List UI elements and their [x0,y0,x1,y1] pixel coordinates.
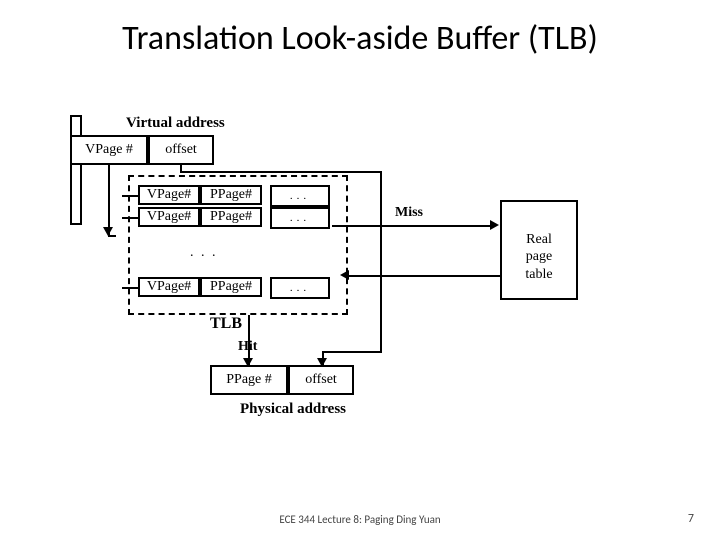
tlb-row-ppage: PPage# [200,277,262,297]
page-number: 7 [688,512,694,526]
tlb-vdots: . . . [190,245,218,261]
physical-address-heading: Physical address [240,401,346,418]
line [322,351,382,353]
slide-footer: ECE 344 Lecture 8: Paging Ding Yuan [0,513,720,526]
line [122,287,138,289]
pa-offset-box: offset [288,365,354,395]
virtual-address-heading: Virtual address [126,115,225,132]
slide-title: Translation Look-aside Buffer (TLB) [0,18,720,59]
tlb-row-vpage: VPage# [138,185,200,205]
pt-line2: page [526,249,552,264]
tlb-row-extra: ... [270,207,330,229]
tlb-row-ppage: PPage# [200,207,262,227]
pa-ppage-box: PPage # [210,365,288,395]
arrow-down-icon [103,227,113,236]
miss-label: Miss [395,205,423,221]
line [348,275,500,277]
tlb-row-vpage: VPage# [138,207,200,227]
tlb-row-vpage: VPage# [138,277,200,297]
line [122,195,138,197]
hit-label: Hit [238,339,257,355]
miss-line [332,225,492,227]
page-table-box: Real page table [500,200,578,300]
line [180,171,380,173]
line [108,165,110,235]
tlb-row-extra: ... [270,185,330,207]
arrow-left-icon [340,270,349,280]
tlb-row-extra: ... [270,277,330,299]
pt-line3: table [525,267,552,282]
line [380,171,382,351]
pt-line1: Real [526,232,552,247]
tlb-row-ppage: PPage# [200,185,262,205]
va-offset-box: offset [148,135,214,165]
va-vpage-box: VPage # [70,135,148,165]
tlb-label: TLB [210,315,242,333]
arrow-right-icon [490,220,499,230]
line [122,217,138,219]
tlb-diagram: Virtual address VPage # offset TLB VPage… [70,115,630,455]
tlb-tag-column [70,115,82,225]
